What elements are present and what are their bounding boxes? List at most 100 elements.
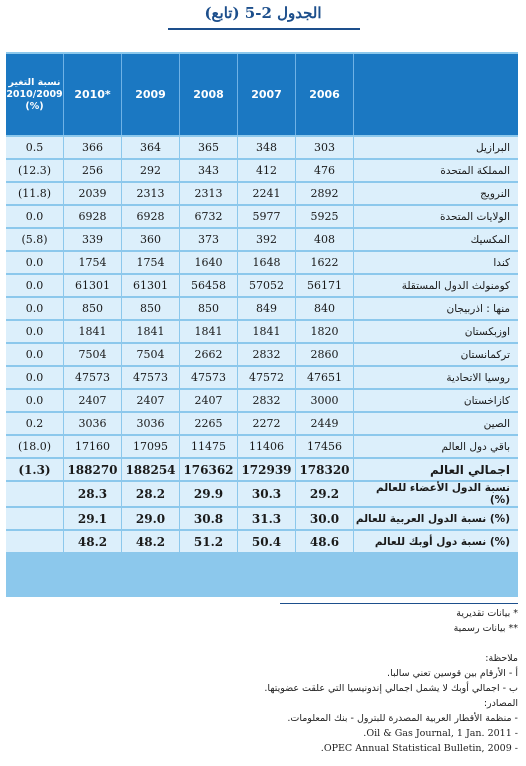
table-cell: 1622 [296,252,354,273]
table-cell: 2313 [122,183,180,204]
table-cell: 303 [296,137,354,158]
table-cell: 3000 [296,390,354,411]
table-row: (18.0) 17160 17095 11475 11406 17456 باقي دول … [6,436,518,457]
table-cell: 6928 [122,206,180,227]
table-cell: 339 [64,229,122,250]
table-cell: 1841 [238,321,296,342]
table-cell: 7504 [64,344,122,365]
table-row: 0.2 3036 3036 2265 2272 2449 الصين [6,413,518,434]
table-cell: 56171 [296,275,354,296]
col-header-2008: 2008 [180,54,238,135]
col-header-2009: 2009 [122,54,180,135]
table-cell [6,531,64,552]
table-cell: 0.0 [6,252,64,273]
table-cell: 0.0 [6,321,64,342]
data-table: نسبة التغير 2010/2009 (%) 2010* 2009 200… [6,52,518,597]
note-line: المصادر: [483,698,518,709]
table-cell: 0.5 [6,137,64,158]
row-label: اجمالي العالم [354,459,518,480]
table-cell: 51.2 [180,531,238,552]
note-line: ** بيانات رسمية [453,623,518,634]
table-cell: 17160 [64,436,122,457]
row-label: الصين [354,413,518,434]
table-cell: 0.0 [6,298,64,319]
table-title: (تابع) الجدول 2-5 [204,4,322,22]
table-cell: 29.1 [64,508,122,529]
table-cell: 360 [122,229,180,250]
share-row: 29.1 29.0 30.8 31.3 30.0 نسبة الدول العربية ل… [6,508,518,529]
row-label: المملكة المتحدة [354,160,518,181]
table-cell: 5977 [238,206,296,227]
table-cell: 61301 [122,275,180,296]
table-row: (5.8) 339 360 373 392 408 المكسيك [6,229,518,250]
table-cell: 17095 [122,436,180,457]
col-header-country [354,54,518,135]
table-row: 0.0 2407 2407 2407 2832 3000 كازاخستان [6,390,518,411]
table-cell: 61301 [64,275,122,296]
table-cell: 11406 [238,436,296,457]
table-cell: 30.8 [180,508,238,529]
table-cell: 29.9 [180,482,238,506]
table-cell: 2039 [64,183,122,204]
table-cell: 47651 [296,367,354,388]
table-cell: 0.0 [6,206,64,227]
table-cell: 364 [122,137,180,158]
table-cell: 188254 [122,459,180,480]
note-line: - Oil & Gas Journal, 1 Jan. 2011. [363,728,518,739]
notes-divider [280,603,518,604]
table-cell: 2241 [238,183,296,204]
table-cell: 2860 [296,344,354,365]
table-cell: 365 [180,137,238,158]
row-label: كندا [354,252,518,273]
table-cell: 1754 [64,252,122,273]
total-row: (1.3) 188270 188254 176362 172939 178320 اجمال… [6,459,518,480]
table-cell: 2407 [180,390,238,411]
table-cell: 29.0 [122,508,180,529]
note-line: * بيانات تقديرية [456,608,518,619]
note-line: ب - اجمالي أوبك لا يشمل اجمالي إندونيسيا… [264,683,518,694]
table-cell: 2407 [122,390,180,411]
table-cell: 28.2 [122,482,180,506]
row-label: الولايات المتحدة [354,206,518,227]
table-cell: 1640 [180,252,238,273]
row-label: البرازيل [354,137,518,158]
col-header-change: نسبة التغير 2010/2009 (%) [6,54,64,135]
table-cell: 256 [64,160,122,181]
table-cell [6,508,64,529]
table-cell: 188270 [64,459,122,480]
table-cell: 17456 [296,436,354,457]
table-cell: 28.3 [64,482,122,506]
note-line: - منظمة الأقطار العربية المصدرة للبترول … [287,713,518,724]
table-cell: 48.2 [122,531,180,552]
table-row: 0.0 6928 6928 6732 5977 5925 الولايات المتحدة [6,206,518,227]
header-row: نسبة التغير 2010/2009 (%) 2010* 2009 200… [6,54,518,135]
table-cell: 11475 [180,436,238,457]
row-label: كازاخستان [354,390,518,411]
table-cell: 30.0 [296,508,354,529]
footnotes: * بيانات تقديرية ** بيانات رسمية ملاحظة: أ … [6,606,518,756]
table-row: 0.0 1841 1841 1841 1841 1820 اوزبكستان [6,321,518,342]
table-cell: 29.2 [296,482,354,506]
table-cell: 1841 [180,321,238,342]
title-underline [168,28,360,30]
table-cell: 1841 [64,321,122,342]
table-cell: 840 [296,298,354,319]
table-cell: 6928 [64,206,122,227]
row-label: النرويج [354,183,518,204]
table-cell: 1648 [238,252,296,273]
table-cell: 292 [122,160,180,181]
table-cell: 2449 [296,413,354,434]
table-cell: 50.4 [238,531,296,552]
note-line [6,636,518,651]
table-cell: 56458 [180,275,238,296]
table-cell: (5.8) [6,229,64,250]
table-cell: 48.6 [296,531,354,552]
table-cell: 31.3 [238,508,296,529]
table-cell: 2662 [180,344,238,365]
table-cell: 373 [180,229,238,250]
table-cell: (11.8) [6,183,64,204]
table-cell: 366 [64,137,122,158]
table-cell: 7504 [122,344,180,365]
row-label: نسبة دول أوبك للعالم (%) [354,531,518,552]
row-label: منها : اذربيجان [354,298,518,319]
